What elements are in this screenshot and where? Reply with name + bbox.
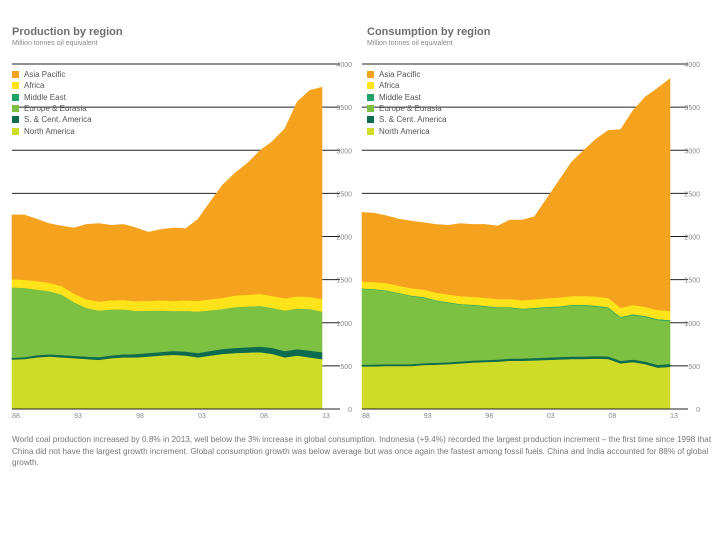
legend-label: Europe & Eurasia bbox=[24, 104, 87, 114]
legend-label: Middle East bbox=[24, 92, 66, 102]
consumption-panel: 0 500 1000 1500 2000 2500 3000 3500 4000 88 93 98 03… bbox=[355, 0, 715, 430]
legend-item: Africa bbox=[12, 80, 92, 91]
y-tick-label: 3000 bbox=[336, 148, 352, 155]
production-chart: 0 500 1000 1500 2000 2500 3000 3500 4000 88 93 98 03… bbox=[11, 62, 352, 420]
legend-swatch bbox=[367, 82, 374, 90]
y-tick-label: 1500 bbox=[336, 278, 352, 285]
legend-label: Africa bbox=[24, 81, 45, 91]
chart-title: Production by region bbox=[12, 26, 123, 38]
y-tick-label: 500 bbox=[340, 364, 352, 371]
x-tick-label: 03 bbox=[198, 413, 206, 420]
legend-item: Asia Pacific bbox=[12, 69, 92, 80]
chart-subtitle: Million tonnes oil equivalent bbox=[367, 40, 453, 47]
y-tick-label: 2000 bbox=[336, 235, 352, 242]
legend-label: S. & Cent. America bbox=[379, 115, 447, 125]
x-tick-label: 03 bbox=[547, 413, 555, 420]
x-tick-label: 13 bbox=[670, 413, 678, 420]
legend-label: Africa bbox=[379, 81, 400, 91]
y-tick-label: 1500 bbox=[684, 278, 700, 285]
y-tick-label: 2500 bbox=[684, 191, 700, 198]
legend-swatch bbox=[12, 82, 19, 90]
production-panel: 0 500 1000 1500 2000 2500 3000 3500 4000 88 93 98 03… bbox=[0, 0, 360, 430]
y-tick-label: 3000 bbox=[684, 148, 700, 155]
x-tick-label: 13 bbox=[322, 413, 330, 420]
legend-swatch bbox=[367, 93, 374, 101]
y-tick-label: 4000 bbox=[336, 62, 352, 69]
y-tick-label: 1000 bbox=[336, 321, 352, 328]
legend-label: North America bbox=[379, 126, 430, 136]
legend-item: North America bbox=[367, 125, 447, 136]
caption-text: World coal production increased by 0.8% … bbox=[12, 435, 712, 467]
legend-item: S. & Cent. America bbox=[367, 114, 447, 125]
legend: Asia Pacific Africa Middle East Europe & Eu… bbox=[367, 69, 447, 137]
chart-subtitle: Million tonnes oil equivalent bbox=[12, 40, 98, 47]
legend-item: Asia Pacific bbox=[367, 69, 447, 80]
x-tick-label: 98 bbox=[136, 413, 144, 420]
consumption-chart: 0 500 1000 1500 2000 2500 3000 3500 4000 88 93 98 03… bbox=[361, 62, 700, 420]
y-tick-label: 0 bbox=[348, 407, 352, 414]
y-tick-label: 2500 bbox=[336, 191, 352, 198]
legend-swatch bbox=[12, 127, 19, 135]
chart-title: Consumption by region bbox=[367, 26, 491, 38]
y-tick-label: 0 bbox=[696, 407, 700, 414]
x-tick-label: 08 bbox=[260, 413, 268, 420]
legend-swatch bbox=[12, 71, 19, 79]
y-tick-label: 3500 bbox=[684, 105, 700, 112]
legend-item: Europe & Eurasia bbox=[12, 103, 92, 114]
legend-swatch bbox=[12, 93, 19, 101]
legend-item: Middle East bbox=[12, 92, 92, 103]
legend-label: Asia Pacific bbox=[24, 70, 66, 80]
area-asia-pacific bbox=[361, 78, 671, 312]
legend-swatch bbox=[367, 116, 374, 124]
legend: Asia Pacific Africa Middle East Europe & Eu… bbox=[12, 69, 92, 137]
x-tick-label: 98 bbox=[485, 413, 493, 420]
legend-swatch bbox=[12, 116, 19, 124]
legend-swatch bbox=[12, 105, 19, 113]
area-asia-pacific bbox=[11, 86, 323, 302]
y-tick-label: 4000 bbox=[684, 62, 700, 69]
x-tick-label: 08 bbox=[609, 413, 617, 420]
y-tick-label: 2000 bbox=[684, 235, 700, 242]
legend-item: Europe & Eurasia bbox=[367, 103, 447, 114]
x-tick-label: 88 bbox=[362, 413, 370, 420]
legend-swatch bbox=[367, 105, 374, 113]
legend-label: Middle East bbox=[379, 92, 421, 102]
legend-label: Asia Pacific bbox=[379, 70, 421, 80]
y-tick-label: 500 bbox=[688, 364, 700, 371]
legend-item: S. & Cent. America bbox=[12, 114, 92, 125]
x-tick-label: 88 bbox=[12, 413, 20, 420]
area-north-america bbox=[11, 351, 323, 410]
legend-item: Middle East bbox=[367, 92, 447, 103]
legend-swatch bbox=[367, 71, 374, 79]
legend-item: Africa bbox=[367, 80, 447, 91]
legend-label: North America bbox=[24, 126, 75, 136]
x-tick-label: 93 bbox=[74, 413, 82, 420]
y-tick-label: 1000 bbox=[684, 321, 700, 328]
legend-label: S. & Cent. America bbox=[24, 115, 92, 125]
x-tick-label: 93 bbox=[424, 413, 432, 420]
legend-label: Europe & Eurasia bbox=[379, 104, 442, 114]
legend-swatch bbox=[367, 127, 374, 135]
legend-item: North America bbox=[12, 125, 92, 136]
y-tick-label: 3500 bbox=[336, 105, 352, 112]
